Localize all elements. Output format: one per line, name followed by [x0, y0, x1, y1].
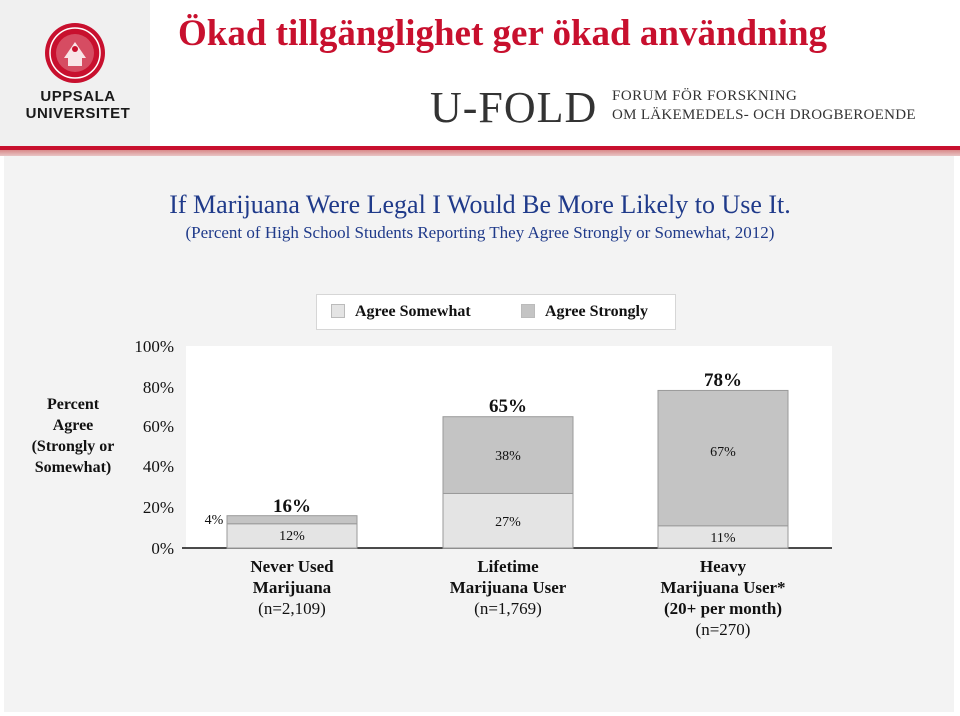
- header-divider: [0, 146, 960, 156]
- y-tick-label: 0%: [151, 539, 174, 558]
- category-label: (n=270): [696, 620, 751, 639]
- y-tick-label: 80%: [143, 378, 174, 397]
- total-label: 16%: [273, 496, 311, 517]
- category-label: Heavy: [700, 557, 747, 576]
- y-tick-label: 40%: [143, 457, 174, 476]
- brand-name: U-FOLD: [430, 83, 598, 132]
- bar-segment-agree-strongly: [442, 416, 574, 494]
- category-label: (n=1,769): [474, 599, 542, 618]
- data-label-agree-somewhat: 11%: [710, 531, 735, 546]
- university-logo-area: UPPSALA UNIVERSITET: [0, 0, 150, 148]
- category-label: (n=2,109): [258, 599, 326, 618]
- y-tick-label: 100%: [134, 337, 174, 356]
- data-label-agree-somewhat: 27%: [495, 515, 521, 530]
- university-name-line2: UNIVERSITET: [25, 105, 131, 122]
- category-label: Lifetime: [477, 557, 539, 576]
- page-title: Ökad tillgänglighet ger ökad användning: [178, 13, 828, 54]
- y-axis-title-line: Agree: [52, 417, 94, 434]
- bar-segment-agree-strongly: [226, 515, 358, 525]
- forum-line-1: FORUM FÖR FORSKNING: [612, 88, 798, 104]
- data-label-agree-strongly: 67%: [710, 445, 736, 460]
- total-label: 65%: [489, 396, 527, 417]
- bar-segment-agree-somewhat: [442, 492, 574, 549]
- y-axis-title: Percent Agree (Strongly or Somewhat): [18, 394, 128, 478]
- legend-item-agree-strongly: Agree Strongly: [521, 303, 648, 321]
- university-name: UPPSALA UNIVERSITET: [18, 88, 138, 122]
- y-axis-title-line: Percent: [46, 396, 100, 413]
- chart-title: If Marijuana Were Legal I Would Be More …: [169, 190, 791, 219]
- bar-segment-agree-somewhat: [226, 523, 358, 549]
- y-tick-label: 20%: [143, 498, 174, 517]
- category-label: Marijuana User: [450, 578, 567, 597]
- data-label-agree-strongly: 4%: [205, 513, 224, 528]
- total-label: 78%: [704, 370, 742, 391]
- data-label-agree-strongly: 38%: [495, 449, 521, 464]
- legend-item-agree-somewhat: Agree Somewhat: [331, 303, 471, 321]
- category-label: Marijuana User*: [660, 578, 785, 597]
- bar-segment-agree-strongly: [657, 389, 789, 527]
- y-axis-title-line: Somewhat): [34, 459, 112, 476]
- category-label: Never Used: [250, 557, 334, 576]
- legend-swatch-agree-somewhat: [331, 304, 345, 318]
- university-seal-icon: [45, 23, 105, 83]
- chart-subtitle: (Percent of High School Students Reporti…: [185, 223, 775, 242]
- forum-line-2: OM LÄKEMEDELS- OCH DROGBEROENDE: [612, 107, 916, 123]
- y-tick-label: 60%: [143, 417, 174, 436]
- legend-label-agree-strongly: Agree Strongly: [545, 303, 648, 320]
- category-label: (20+ per month): [664, 599, 782, 618]
- data-label-agree-somewhat: 12%: [279, 529, 305, 544]
- legend-swatch-agree-strongly: [521, 304, 535, 318]
- y-axis-title-line: (Strongly or: [31, 438, 115, 455]
- university-name-line1: UPPSALA: [40, 88, 116, 105]
- category-label: Marijuana: [253, 578, 332, 597]
- slide-header: UPPSALA UNIVERSITET Ökad tillgänglighet …: [0, 0, 960, 148]
- legend-label-agree-somewhat: Agree Somewhat: [355, 303, 471, 320]
- chart-legend: Agree Somewhat Agree Strongly: [316, 294, 676, 330]
